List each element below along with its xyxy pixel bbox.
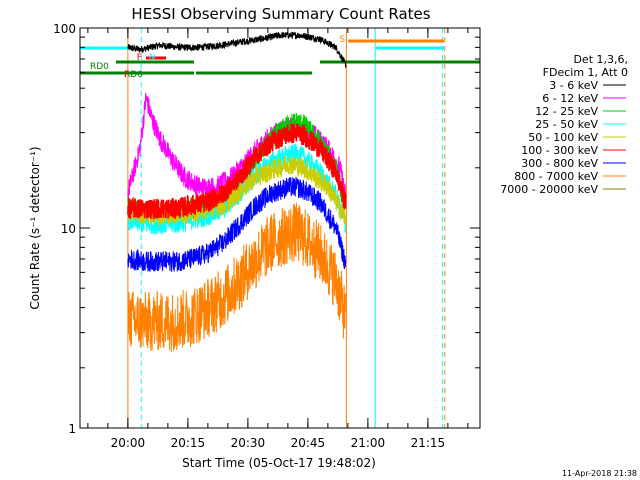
y-tick-label-1: 10 [61, 222, 76, 236]
series-6 [127, 176, 347, 272]
footer-timestamp: 11-Apr-2018 21:38 [562, 469, 637, 478]
x-axis-label: Start Time (05-Oct-17 19:48:02) [182, 456, 376, 470]
legend-entry-label-2: 12 - 25 keV [535, 105, 598, 118]
x-tick-label-1: 20:15 [171, 436, 206, 450]
flag-letter-1: F [137, 53, 142, 63]
chart-title: HESSI Observing Summary Count Rates [131, 5, 430, 23]
legend-entry-label-5: 100 - 300 keV [521, 144, 598, 157]
y-axis-label: Count Rate (s⁻¹ detector⁻¹) [28, 146, 42, 309]
flag-bar-label-1: RD6 [124, 70, 143, 80]
y-tick-label-2: 1 [68, 422, 76, 436]
x-tick-label-4: 21:00 [351, 436, 386, 450]
x-tick-label-2: 20:30 [231, 436, 266, 450]
legend-entry-label-4: 50 - 100 keV [528, 131, 598, 144]
series-line-0 [127, 31, 347, 68]
legend-entry-label-1: 6 - 12 keV [542, 92, 598, 105]
x-tick-label-0: 20:00 [111, 436, 146, 450]
flag-bar-label-0: RD0 [90, 62, 109, 72]
legend-entry-label-7: 800 - 7000 keV [514, 170, 598, 183]
legend-entry-label-3: 25 - 50 keV [535, 118, 598, 131]
flag-letter-0: S [339, 35, 345, 45]
x-tick-label-5: 21:15 [411, 436, 446, 450]
x-tick-label-3: 20:45 [291, 436, 326, 450]
legend-entry-label-6: 300 - 800 keV [521, 157, 598, 170]
series-line-6 [127, 176, 347, 272]
flag-bar-label-4: F [124, 70, 129, 80]
axes-layer: 100 10 1 20:00 20:15 20:30 20:45 21:00 21:15 [53, 22, 480, 450]
series-line-7 [127, 202, 347, 353]
legend-entry-label-0: 3 - 6 keV [549, 79, 598, 92]
series-0 [127, 31, 347, 68]
flag-letter-2: N [149, 53, 156, 63]
legend-header-0: Det 1,3,6, [573, 53, 628, 66]
y-tick-label-0: 100 [53, 22, 76, 36]
series-line-5 [127, 123, 347, 220]
legend-entry-label-8: 7000 - 20000 keV [500, 183, 598, 196]
series-7 [127, 202, 347, 353]
series-5 [127, 123, 347, 220]
legend-header-1: FDecim 1, Att 0 [543, 66, 628, 79]
